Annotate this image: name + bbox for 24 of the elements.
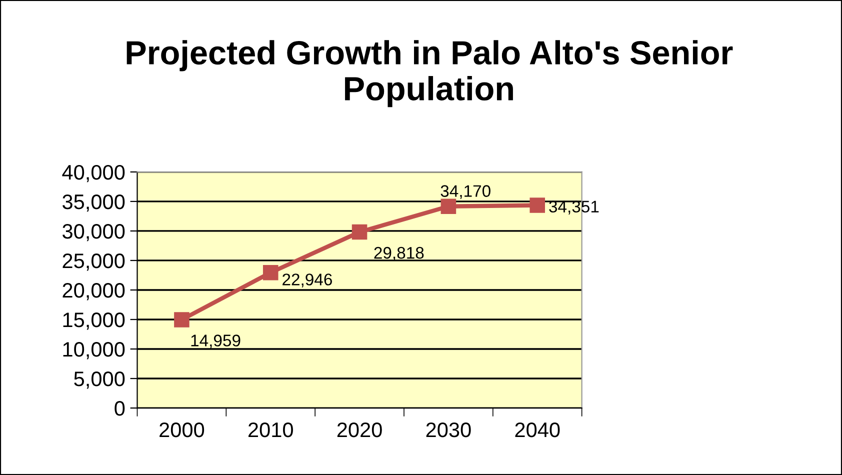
x-tick-label: 2040	[515, 422, 560, 438]
point	[530, 198, 546, 213]
text: 29,818	[374, 246, 424, 261]
x-tick-label: 2020	[337, 422, 382, 438]
y-tick-label: 20,000	[62, 282, 125, 300]
point	[352, 224, 368, 240]
x-tick-label: 2010	[248, 422, 293, 438]
chart-title: Projected Growth in Palo Alto's Senior Population	[126, 40, 733, 108]
x-tick-label: 2030	[426, 422, 471, 438]
text: 14,959	[191, 334, 240, 348]
y-tick-label: 30,000	[62, 224, 125, 242]
text: 22,946	[282, 274, 332, 288]
y-tick-label: 35,000	[62, 194, 125, 212]
point	[440, 198, 456, 214]
y-tick-label: 0	[114, 401, 125, 416]
y-tick-label: 5,000	[74, 372, 125, 389]
y-tick-label: 40,000	[62, 164, 125, 182]
point	[174, 312, 190, 328]
text: 34,170	[440, 185, 490, 199]
x-tick-label: 2000	[160, 422, 204, 438]
y-tick-label: 25,000	[62, 253, 125, 271]
point	[262, 264, 278, 280]
y-tick-label: 10,000	[63, 342, 125, 360]
y-tick-label: 15,000	[63, 312, 125, 330]
